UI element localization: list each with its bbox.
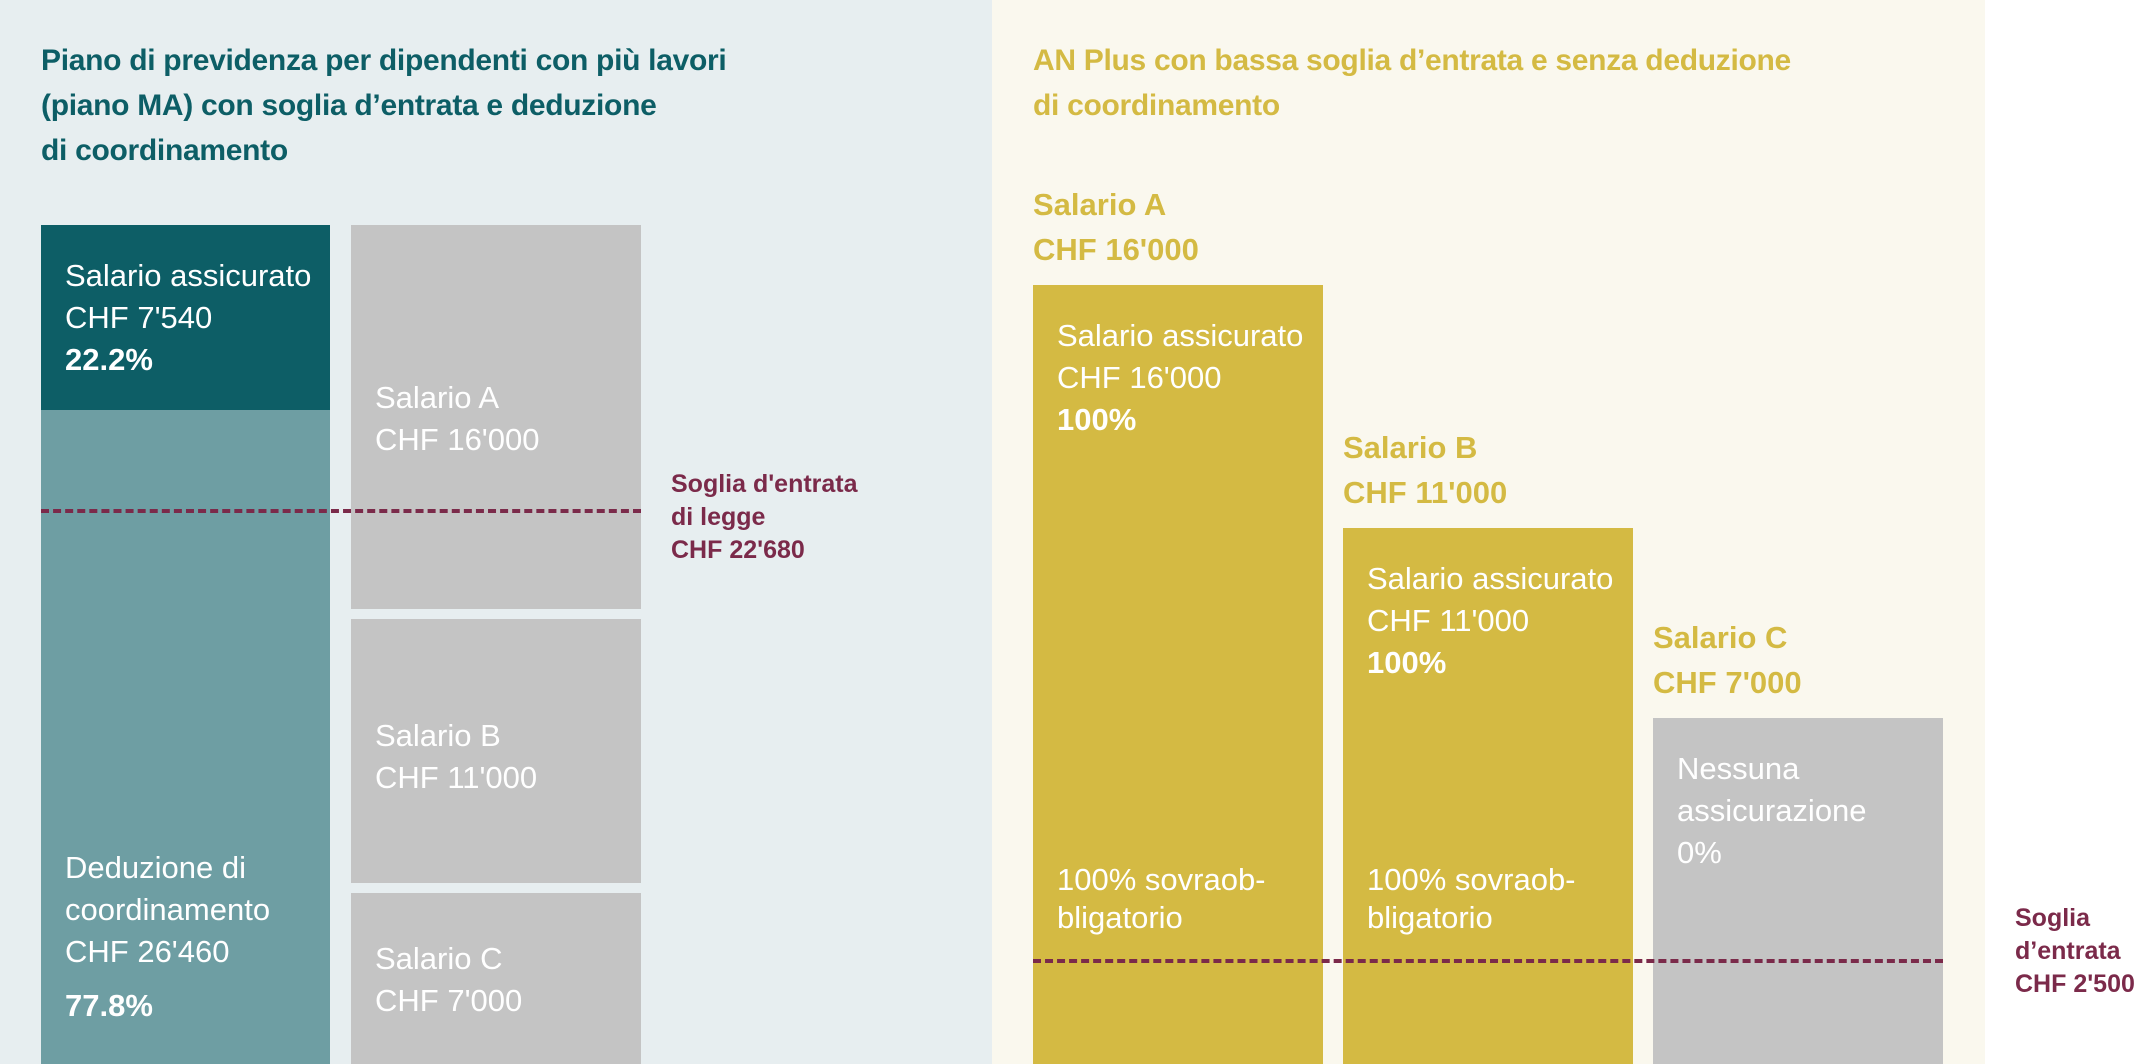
column-b-name: Salario B: [1343, 430, 1478, 465]
deduction-percent: 77.8%: [65, 988, 153, 1023]
insured-label: Salario assicurato: [65, 258, 312, 293]
note-line: bligatorio: [1367, 900, 1493, 935]
column-c-header: Salario C CHF 7'000: [1653, 615, 1802, 705]
salary-a-insured-bar: Salario assicurato CHF 16'000 100% 100% …: [1033, 285, 1323, 1064]
deduction-amount: CHF 26'460: [65, 934, 230, 969]
insured-percent: 0%: [1677, 835, 1722, 870]
threshold-label-line: Soglia d'entrata: [671, 470, 858, 498]
threshold-label-line: d’entrata: [2015, 937, 2121, 965]
threshold-amount: CHF 2'500: [2015, 970, 2135, 998]
column-c-amount: CHF 7'000: [1653, 665, 1802, 700]
legal-entry-threshold-line: [41, 509, 641, 513]
column-b-amount: CHF 11'000: [1343, 475, 1508, 510]
insured-percent: 100%: [1367, 645, 1447, 680]
column-c-name: Salario C: [1653, 620, 1788, 655]
salary-c-uninsured-bar: Nessuna assicurazione 0%: [1653, 718, 1943, 1064]
note-line: bligatorio: [1057, 900, 1183, 935]
right-title-line: AN Plus con bassa soglia d’entrata e sen…: [1033, 44, 1791, 77]
low-entry-threshold-line: [1033, 959, 1943, 963]
salary-b-name: Salario B: [375, 718, 501, 753]
legal-entry-threshold-label: Soglia d'entrata di legge CHF 22'680: [671, 468, 858, 567]
left-title-line: di coordinamento: [41, 134, 288, 167]
salary-b-amount: CHF 11'000: [375, 760, 538, 795]
threshold-amount: CHF 22'680: [671, 536, 805, 564]
no-insurance-line2: assicurazione: [1677, 793, 1867, 828]
note-line: 100% sovraob-: [1057, 862, 1266, 897]
column-a-amount: CHF 16'000: [1033, 232, 1199, 267]
salary-c-block: Salario C CHF 7'000: [351, 893, 641, 1064]
insured-percent: 100%: [1057, 402, 1137, 437]
left-title-line: (piano MA) con soglia d’entrata e deduzi…: [41, 89, 657, 122]
insured-salary-segment: Salario assicurato CHF 7'540 22.2%: [41, 225, 330, 410]
deduction-label-line2: coordinamento: [65, 892, 271, 927]
deduction-label-line1: Deduzione di: [65, 850, 246, 885]
threshold-label-line: Soglia: [2015, 904, 2091, 932]
insured-label: Salario assicurato: [1057, 318, 1304, 353]
supermandatory-note: 100% sovraob- bligatorio: [1057, 861, 1266, 937]
low-entry-threshold-label: Soglia d’entrata CHF 2'500: [2015, 902, 2135, 1001]
salary-c-amount: CHF 7'000: [375, 983, 523, 1018]
right-panel-title: AN Plus con bassa soglia d’entrata e sen…: [1033, 38, 1791, 128]
insured-amount: CHF 11'000: [1367, 603, 1530, 638]
salary-c-name: Salario C: [375, 941, 503, 976]
salary-a-block: Salario A CHF 16'000: [351, 225, 641, 609]
right-title-line: di coordinamento: [1033, 89, 1280, 122]
column-b-header: Salario B CHF 11'000: [1343, 425, 1507, 515]
coordination-deduction-segment: Deduzione di coordinamento CHF 26'460 77…: [41, 410, 330, 1064]
column-a-header: Salario A CHF 16'000: [1033, 182, 1199, 272]
insured-amount: CHF 7'540: [65, 300, 213, 335]
salary-a-amount: CHF 16'000: [375, 422, 540, 457]
salary-b-block: Salario B CHF 11'000: [351, 619, 641, 883]
insured-percent: 22.2%: [65, 342, 153, 377]
note-line: 100% sovraob-: [1367, 862, 1576, 897]
left-panel-title: Piano di previdenza per dipendenti con p…: [41, 38, 727, 173]
no-insurance-line1: Nessuna: [1677, 751, 1800, 786]
column-a-name: Salario A: [1033, 187, 1167, 222]
salary-a-name: Salario A: [375, 380, 500, 415]
insured-label: Salario assicurato: [1367, 561, 1614, 596]
threshold-label-line: di legge: [671, 503, 766, 531]
insured-amount: CHF 16'000: [1057, 360, 1222, 395]
supermandatory-note: 100% sovraob- bligatorio: [1367, 861, 1576, 937]
left-title-line: Piano di previdenza per dipendenti con p…: [41, 44, 727, 77]
salary-b-insured-bar: Salario assicurato CHF 11'000 100% 100% …: [1343, 528, 1633, 1064]
